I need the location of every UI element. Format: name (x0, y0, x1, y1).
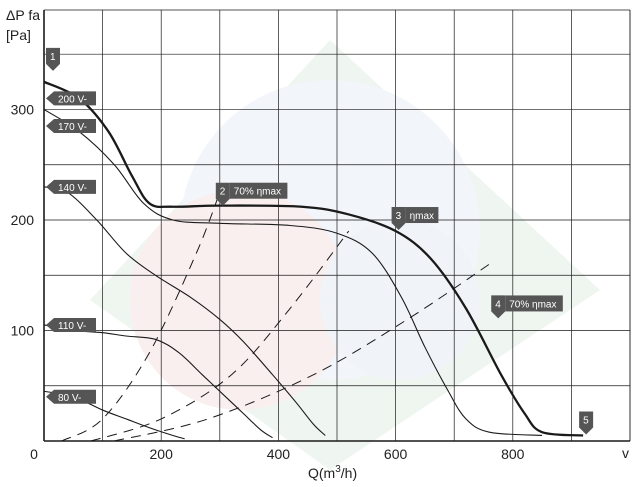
voltage-tag-label: 80 V- (58, 393, 81, 404)
point-marker-number: 1 (50, 52, 56, 63)
x-axis-label-end: /h) (341, 465, 357, 481)
grid (43, 9, 631, 442)
point-marker (46, 47, 60, 71)
point-marker-label: ηmax (410, 211, 434, 222)
point-marker-label: 70% ηmax (234, 187, 281, 198)
point-marker (391, 207, 406, 231)
y-axis-label-line1: ΔP fa (6, 7, 40, 23)
voltage-tag (46, 389, 96, 404)
voltage-tag-label: 140 V- (58, 183, 87, 194)
curve-140v (43, 186, 326, 436)
x-tick-label: 600 (384, 446, 408, 462)
curve-200v (43, 80, 584, 437)
x-tick-label: 0 (30, 446, 38, 462)
x-axis-label-right: v (622, 445, 629, 461)
x-axis-label-main: Q(m (308, 465, 335, 481)
efficiency-lines (61, 192, 490, 442)
voltage-tag (46, 91, 96, 106)
point-labels: 1 2 70% ηmax 3 ηmax 4 70% ηmax 5 (46, 47, 594, 435)
point-marker (215, 182, 230, 206)
pressure-curves (43, 80, 584, 440)
y-tick-label: 300 (11, 101, 35, 117)
y-tick-label: 200 (11, 212, 35, 228)
point-marker-number: 3 (396, 211, 402, 222)
voltage-labels: 200 V- 170 V- 140 V- 110 V- 80 V- (46, 91, 96, 404)
x-axis-label-sup: 3 (335, 464, 341, 475)
y-tick-label: 100 (11, 322, 35, 338)
efficiency-line (114, 263, 490, 442)
point-marker (579, 411, 594, 435)
y-axis-label-line2: [Pa] (6, 27, 31, 43)
point-marker-box (405, 207, 439, 224)
point-marker-number: 2 (220, 187, 226, 198)
point-marker-label: 70% ηmax (509, 299, 556, 310)
voltage-tag (46, 119, 96, 134)
x-tick-label: 400 (267, 446, 291, 462)
curve-110v (43, 324, 273, 439)
x-tick-label: 800 (501, 446, 525, 462)
voltage-tag-label: 200 V- (58, 94, 87, 105)
voltage-tag-label: 110 V- (58, 321, 86, 332)
point-marker-box (229, 182, 288, 199)
watermark-logo (90, 40, 600, 470)
voltage-tag-label: 170 V- (58, 122, 87, 133)
point-marker (491, 295, 506, 319)
efficiency-line (90, 230, 350, 442)
point-marker-number: 4 (495, 299, 501, 310)
voltage-tag (46, 179, 96, 194)
efficiency-line (61, 192, 221, 442)
point-marker-box (505, 295, 563, 312)
voltage-tag (46, 317, 96, 332)
x-tick-label: 200 (150, 446, 174, 462)
axis-ticks: 0 200 400 600 800 100 200 300 (11, 101, 525, 462)
x-axis-label: Q(m3/h) (308, 464, 357, 481)
curve-170v (43, 108, 543, 437)
point-marker-number: 5 (583, 415, 589, 426)
